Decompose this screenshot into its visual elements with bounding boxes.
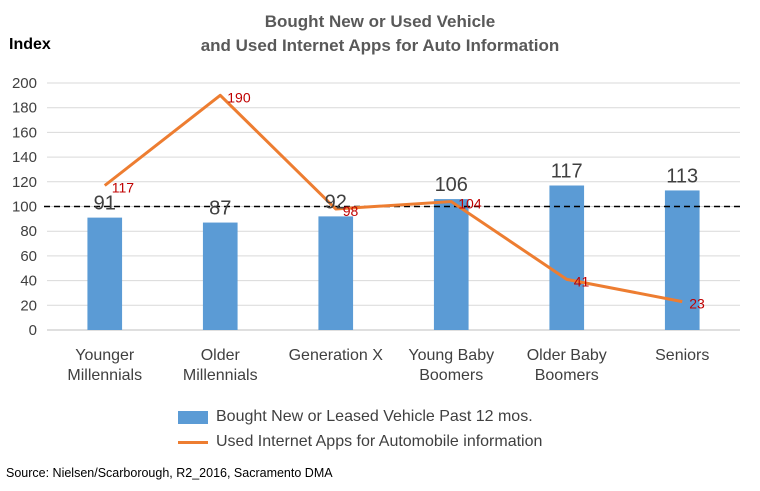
chart-title: Bought New or Used Vehicle bbox=[264, 12, 496, 31]
y-tick-label: 140 bbox=[12, 149, 37, 166]
legend-item-bar: Bought New or Leased Vehicle Past 12 mos… bbox=[178, 406, 533, 428]
legend-item-line: Used Internet Apps for Automobile inform… bbox=[178, 431, 542, 453]
line-value-label: 190 bbox=[227, 89, 251, 105]
line-series bbox=[103, 93, 683, 304]
y-tick-label: 20 bbox=[20, 297, 37, 314]
bar-value-label: 87 bbox=[209, 198, 231, 220]
series-line bbox=[103, 93, 683, 304]
data-labels: 91 87 92 106 117 113 117 190 98 104 41 23 bbox=[94, 89, 705, 311]
x-tick-label: Seniors bbox=[655, 347, 709, 364]
bar-value-label: 113 bbox=[666, 165, 698, 187]
line-value-label: 41 bbox=[574, 273, 590, 289]
x-tick-label: Younger bbox=[75, 347, 135, 364]
x-tick-label: Young Baby bbox=[408, 347, 494, 364]
y-tick-label: 180 bbox=[12, 100, 37, 117]
line-value-label: 23 bbox=[689, 296, 705, 312]
y-tick-label: 40 bbox=[20, 273, 37, 290]
legend-swatch-line bbox=[178, 440, 208, 444]
source-note: Source: Nielsen/Scarborough, R2_2016, Sa… bbox=[6, 466, 333, 480]
bar bbox=[87, 217, 123, 330]
y-tick-label: 160 bbox=[12, 124, 37, 141]
x-tick-label: Millennials bbox=[67, 367, 142, 384]
bar-value-label: 117 bbox=[551, 161, 583, 183]
y-axis: 0 20 40 60 80 100 120 140 160 180 200 bbox=[12, 75, 37, 339]
x-tick-label: Boomers bbox=[535, 367, 599, 384]
line-value-label: 117 bbox=[112, 180, 135, 196]
x-tick-label: Millennials bbox=[183, 367, 258, 384]
legend-label-line: Used Internet Apps for Automobile inform… bbox=[216, 433, 543, 450]
x-tick-label: Older Baby bbox=[527, 347, 607, 364]
bar-series bbox=[87, 185, 700, 330]
bar bbox=[549, 185, 585, 330]
bar-value-label: 92 bbox=[325, 191, 347, 213]
legend-swatch-bar bbox=[178, 410, 208, 424]
y-tick-label: 60 bbox=[20, 248, 37, 265]
y-tick-label: 80 bbox=[20, 223, 37, 240]
x-tick-label: Boomers bbox=[419, 367, 483, 384]
line-value-label: 98 bbox=[343, 203, 359, 219]
bar bbox=[318, 216, 354, 330]
y-axis-label: Index bbox=[9, 36, 51, 53]
bar bbox=[664, 190, 700, 330]
chart-subtitle: and Used Internet Apps for Auto Informat… bbox=[200, 36, 560, 55]
y-tick-label: 120 bbox=[12, 174, 37, 191]
x-tick-label: Generation X bbox=[289, 347, 384, 364]
legend-label-bar: Bought New or Leased Vehicle Past 12 mos… bbox=[216, 408, 533, 425]
y-tick-label: 0 bbox=[29, 322, 37, 339]
bar-value-label: 91 bbox=[94, 193, 116, 215]
y-tick-label: 100 bbox=[12, 199, 37, 216]
x-tick-label: Older bbox=[201, 347, 241, 364]
line-value-label: 104 bbox=[458, 196, 482, 212]
bar-value-label: 106 bbox=[435, 174, 468, 196]
bar bbox=[202, 222, 238, 330]
y-tick-label: 200 bbox=[12, 75, 37, 92]
bar bbox=[433, 199, 469, 330]
x-axis: Younger Millennials Older Millennials Genera… bbox=[67, 347, 709, 384]
